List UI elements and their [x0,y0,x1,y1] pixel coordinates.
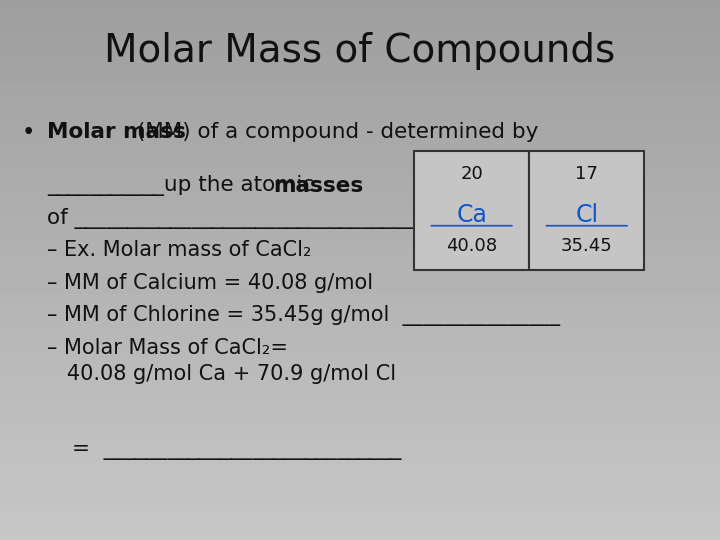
Bar [529,151,644,270]
Text: Ca: Ca [456,202,487,226]
Text: – Molar Mass of CaCl₂=: – Molar Mass of CaCl₂= [47,338,288,357]
Text: ___________up the atomic: ___________up the atomic [47,176,320,197]
Text: – MM of Calcium = 40.08 g/mol: – MM of Calcium = 40.08 g/mol [47,273,373,293]
Text: (MM) of a compound - determined by: (MM) of a compound - determined by [130,122,538,141]
Bar [414,151,529,270]
Text: Molar Mass of Compounds: Molar Mass of Compounds [104,32,616,70]
Text: •: • [22,122,35,145]
Text: 20: 20 [460,165,483,183]
Text: Molar mass: Molar mass [47,122,186,141]
Text: Cl: Cl [575,202,598,226]
Text: =  ____________________________: = ____________________________ [72,440,401,460]
Text: 35.45: 35.45 [561,237,613,254]
Text: 40.08 g/mol Ca + 70.9 g/mol Cl: 40.08 g/mol Ca + 70.9 g/mol Cl [47,364,396,384]
Text: masses: masses [274,176,364,195]
Text: – MM of Chlorine = 35.45g g/mol  _______________: – MM of Chlorine = 35.45g g/mol ________… [47,305,560,326]
Text: – Ex. Molar mass of CaCl₂: – Ex. Molar mass of CaCl₂ [47,240,311,260]
Text: of ___________________________________: of ___________________________________ [47,208,446,229]
Text: 17: 17 [575,165,598,183]
Text: 40.08: 40.08 [446,237,498,254]
